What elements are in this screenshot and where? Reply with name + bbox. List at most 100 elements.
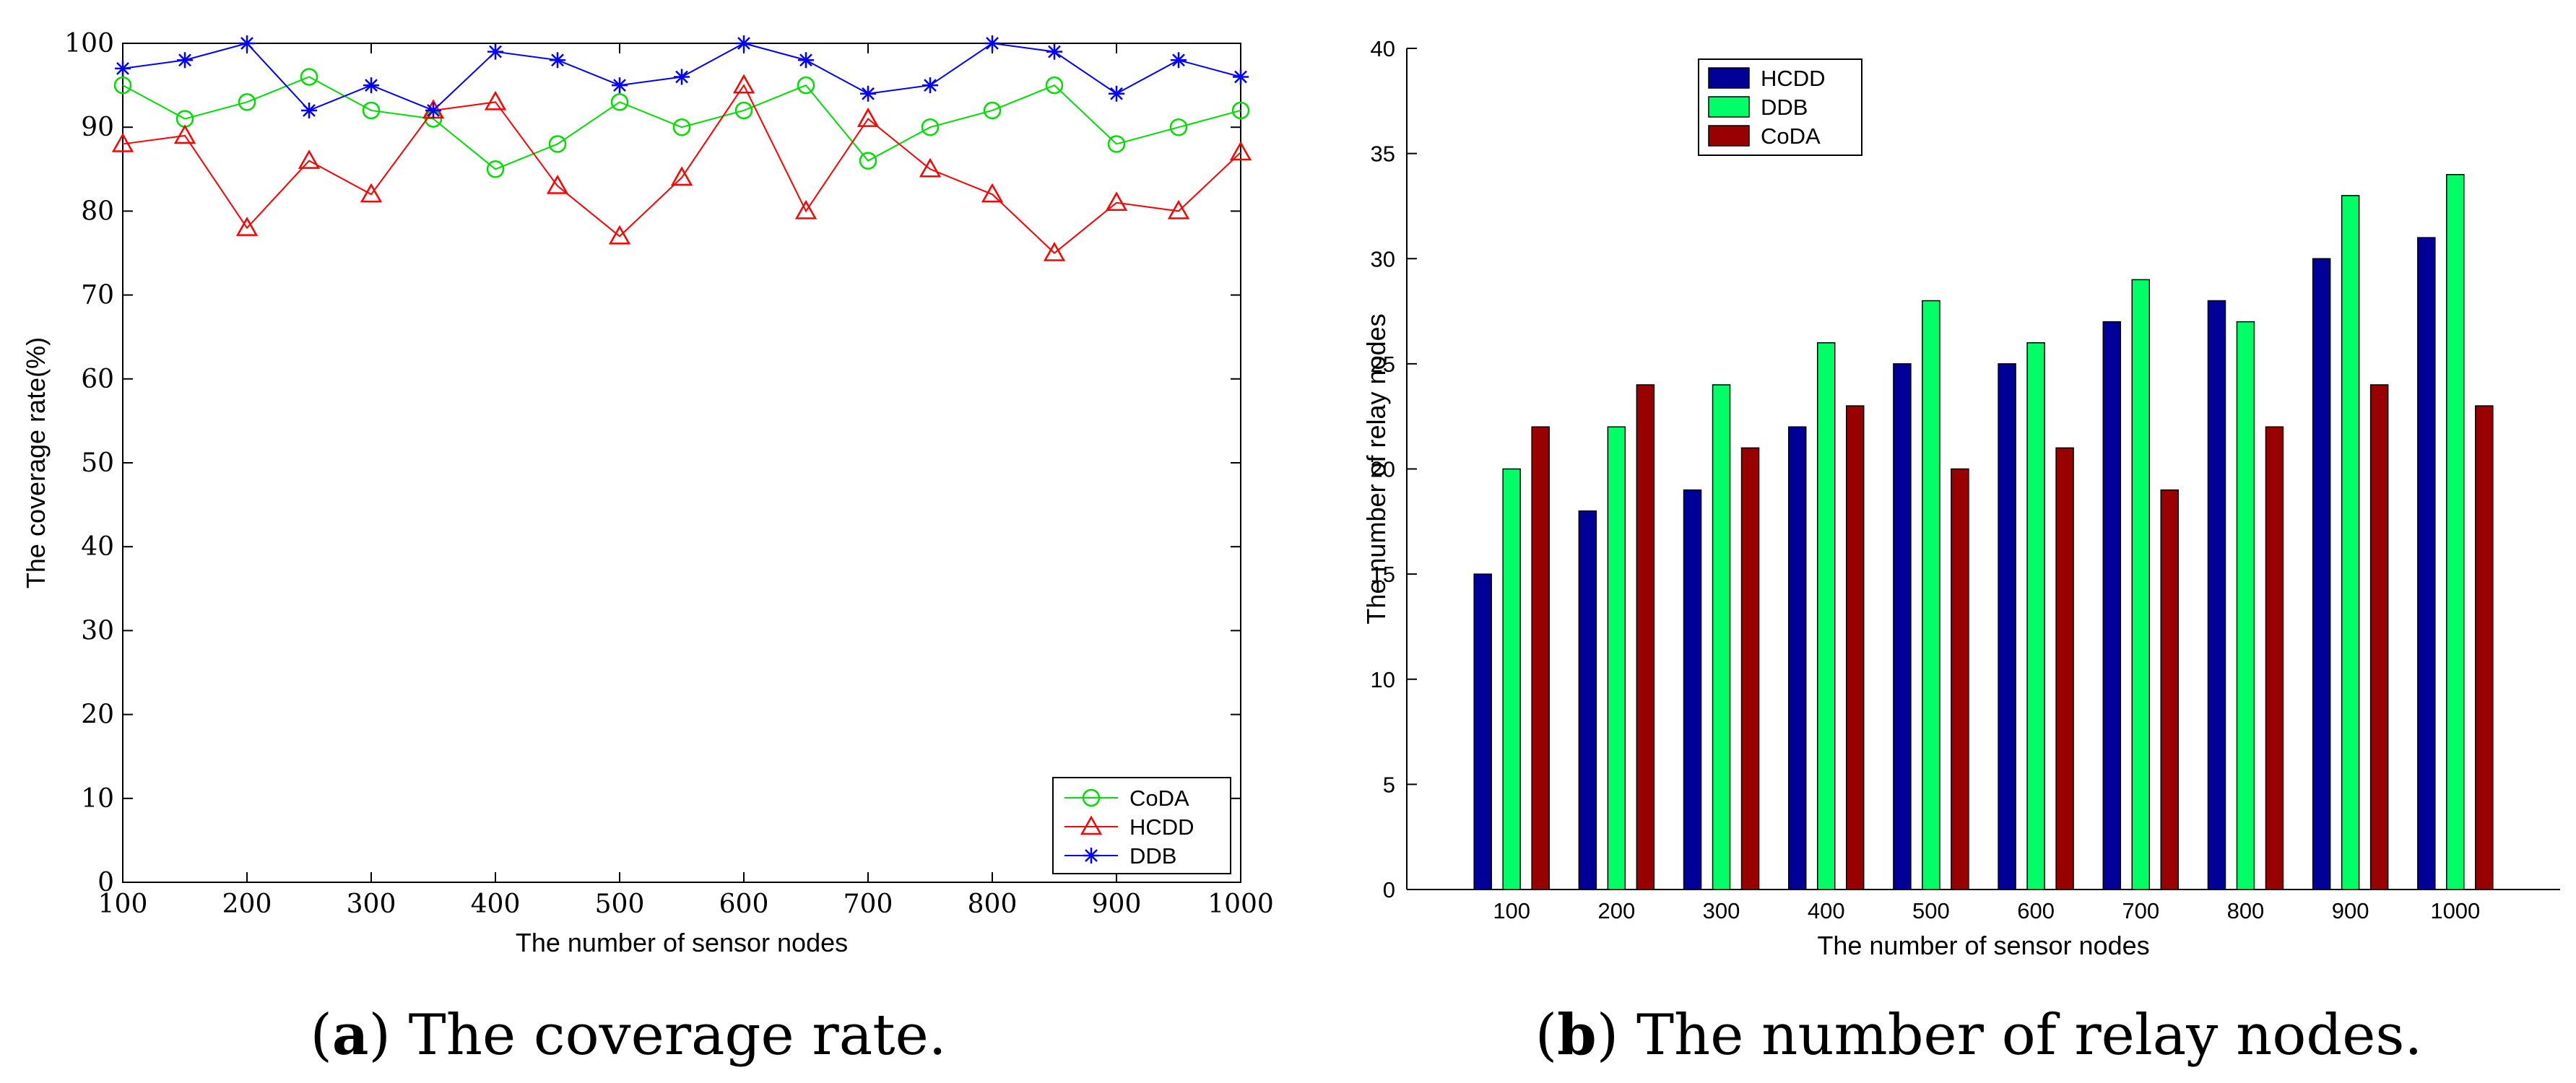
triangle-marker [1105, 191, 1128, 212]
circle-marker [548, 135, 567, 153]
bar-coda-800 [2265, 426, 2284, 890]
bar-hcdd-300 [1683, 489, 1702, 890]
legend-entry-ddb: DDB [1708, 95, 1808, 120]
x-tick-label: 800 [968, 890, 1018, 919]
triangle-marker [111, 132, 134, 152]
x-axis-label: The number of sensor nodes [516, 928, 848, 957]
y-tick-label: 15 [1371, 562, 1395, 587]
triangle-marker [670, 166, 693, 186]
star-marker [922, 77, 938, 94]
legend-swatch [1708, 125, 1750, 147]
x-tick-label: 1000 [2430, 898, 2480, 923]
circle-marker [1107, 135, 1126, 153]
coverage-rate-chart: 0 10 20 30 40 50 60 70 80 90 100 100 200 300 400 500 600… [21, 29, 1274, 957]
circle-marker [921, 118, 940, 136]
series-line-hcdd [122, 84, 1241, 254]
bar-coda-900 [2369, 384, 2389, 890]
star-marker [736, 35, 752, 51]
circle-marker [1231, 101, 1250, 120]
circle-marker [1082, 788, 1101, 807]
y-tick-label: 20 [81, 700, 114, 730]
bar-ddb-400 [1816, 342, 1836, 890]
triangle-marker [1080, 815, 1103, 835]
circle-marker [300, 68, 318, 86]
caption-b: (b) The number of relay nodes. [1535, 1002, 2423, 1068]
star-marker [984, 35, 1000, 51]
caption-a: (a) The coverage rate. [310, 1002, 946, 1068]
x-tick-label: 300 [347, 890, 396, 919]
x-tick-label: 800 [2227, 898, 2265, 923]
x-tick-label: 100 [1493, 898, 1530, 923]
star-marker [798, 52, 814, 69]
bar-coda-400 [1845, 405, 1865, 890]
legend: CoDA HCDD DDB [1052, 777, 1231, 874]
bar-hcdd-600 [1998, 363, 2016, 890]
star-marker [1109, 85, 1124, 102]
star-marker [1083, 848, 1099, 864]
triangle-marker [1167, 199, 1190, 219]
bar-ddb-1000 [2446, 174, 2465, 890]
x-tick-label: 200 [1597, 898, 1635, 923]
y-tick-label: 50 [81, 448, 114, 478]
bar-ddb-800 [2236, 321, 2255, 890]
star-marker [612, 77, 628, 94]
star-marker [674, 69, 690, 85]
y-tick-label: 70 [81, 281, 114, 310]
x-axis-label: The number of sensor nodes [1817, 931, 2149, 960]
y-tick-label: 35 [1371, 142, 1395, 167]
y-tick-label: 10 [1371, 667, 1395, 692]
series-ddb [115, 35, 1249, 118]
triangle-marker [857, 108, 880, 127]
circle-marker [859, 152, 877, 170]
legend-label: DDB [1129, 843, 1176, 869]
bar-hcdd-800 [2207, 300, 2226, 890]
bar-hcdd-400 [1787, 426, 1807, 890]
star-marker [363, 77, 379, 94]
y-tick-label: 0 [97, 868, 114, 897]
x-tick-label: 700 [844, 890, 893, 919]
legend-label: DDB [1761, 95, 1808, 120]
x-tick-label: 1000 [1207, 890, 1274, 919]
series-coda [113, 68, 1250, 178]
relay-nodes-chart: 0 5 10 15 20 25 30 35 40 100 200 300 400 500 600 700 800… [1361, 36, 2560, 960]
y-tick-label: 25 [1371, 352, 1395, 377]
star-marker [1046, 43, 1062, 60]
y-axis-label: The coverage rate(%) [21, 337, 51, 588]
star-marker [1233, 69, 1249, 85]
triangle-marker [235, 217, 259, 236]
x-tick-label: 900 [1092, 890, 1142, 919]
x-tick-label: 600 [2017, 898, 2055, 923]
caption-paren: ( [310, 1003, 331, 1068]
y-tick-label: 100 [64, 29, 114, 58]
triangle-marker [794, 199, 818, 219]
y-tick-label: 30 [81, 616, 114, 645]
figure-captions: (a) The coverage rate. (b) The number of … [310, 1002, 2422, 1068]
circle-marker [734, 101, 753, 120]
star-marker [860, 85, 876, 102]
series-line-coda [122, 76, 1241, 170]
bar-ddb-200 [1607, 426, 1626, 890]
caption-text: ) The number of relay nodes. [1597, 1003, 2423, 1068]
star-marker [301, 102, 317, 118]
bar-ddb-900 [2341, 195, 2360, 890]
caption-label: b [1557, 1002, 1597, 1068]
legend-label: CoDA [1761, 123, 1821, 149]
y-tick-label: 10 [81, 784, 114, 814]
bar-ddb-500 [1922, 300, 1940, 890]
triangle-marker [546, 174, 569, 194]
star-marker [425, 102, 441, 118]
x-tick-label: 700 [2122, 898, 2159, 923]
circle-marker [113, 76, 132, 95]
bar-hcdd-200 [1578, 510, 1597, 890]
x-tick-label: 200 [222, 890, 272, 919]
x-tick-label: 500 [1912, 898, 1950, 923]
circle-marker [1169, 118, 1188, 136]
triangle-marker [484, 90, 507, 110]
y-tick-label: 40 [81, 532, 114, 562]
y-tick-label: 40 [1371, 36, 1395, 61]
y-tick-label: 30 [1371, 246, 1395, 271]
bar-ddb-600 [2026, 342, 2045, 890]
y-tick-label: 5 [1383, 772, 1395, 797]
series-hcdd [111, 74, 1252, 261]
